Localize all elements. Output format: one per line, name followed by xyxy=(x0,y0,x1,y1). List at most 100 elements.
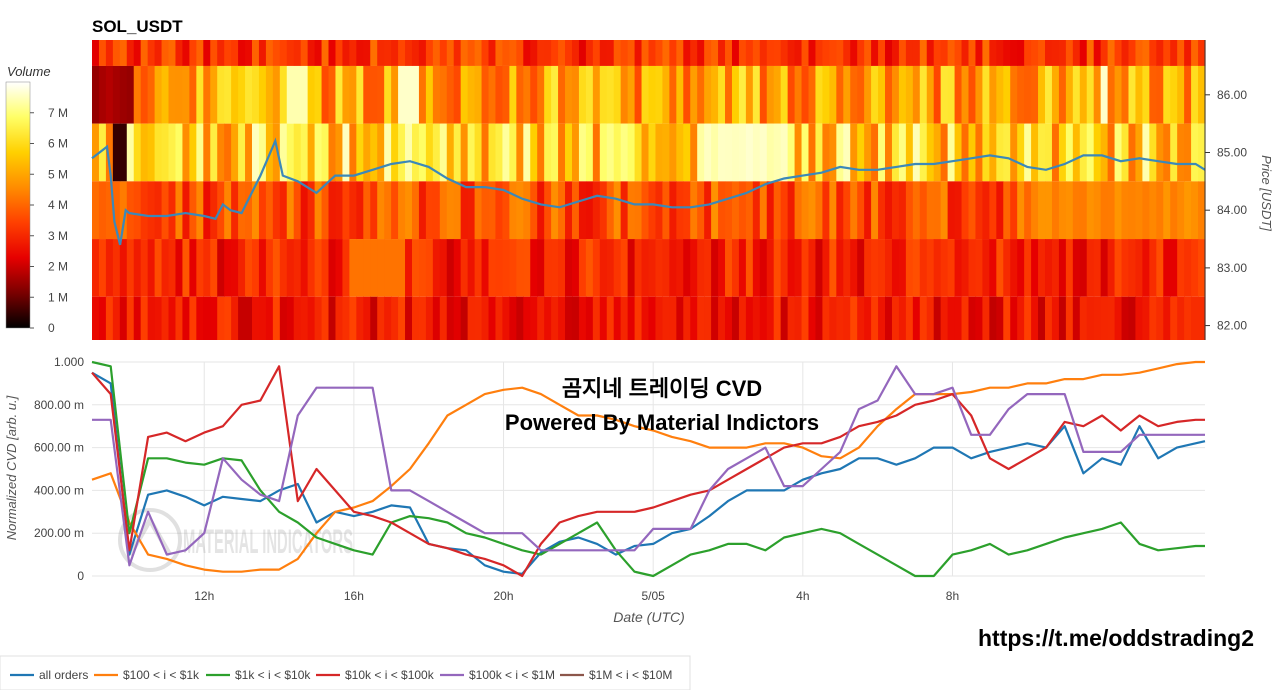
heatmap-cell xyxy=(495,181,504,240)
heatmap-cell xyxy=(558,65,566,124)
colorbar-tick-label: 7 M xyxy=(48,106,68,120)
heatmap-cell xyxy=(1184,296,1192,340)
legend-item[interactable]: all orders xyxy=(39,668,88,682)
heatmap-cell xyxy=(405,296,413,340)
heatmap-cell xyxy=(231,239,239,297)
heatmap-cell xyxy=(773,181,782,240)
heatmap-cell xyxy=(606,181,615,240)
heatmap-cell xyxy=(592,181,601,240)
heatmap-cell xyxy=(370,181,378,240)
heatmap-cell xyxy=(822,181,830,240)
heatmap-cell xyxy=(558,239,566,297)
heatmap-cell xyxy=(272,123,281,182)
heatmap-cell xyxy=(1135,296,1143,340)
heatmap-cell xyxy=(196,296,204,340)
heatmap-cell xyxy=(1017,181,1025,240)
heatmap-cell xyxy=(822,40,830,66)
heatmap-cell xyxy=(384,239,392,297)
legend-item[interactable]: $100k < i < $1M xyxy=(469,668,555,682)
heatmap-cell xyxy=(599,181,608,240)
heatmap-cell xyxy=(196,239,204,297)
heatmap-cell xyxy=(683,296,691,340)
heatmap-cell xyxy=(495,239,504,297)
heatmap-cell xyxy=(265,65,274,124)
heatmap-cell xyxy=(766,296,775,340)
heatmap-cell xyxy=(669,296,677,340)
heatmap-cell xyxy=(391,123,399,182)
heatmap-cell xyxy=(683,239,691,297)
heatmap-cell xyxy=(551,296,559,340)
heatmap-cell xyxy=(745,65,754,124)
heatmap-cell xyxy=(175,40,184,66)
heatmap-cell xyxy=(411,296,420,340)
heatmap-cell xyxy=(857,239,865,297)
heatmap-cell xyxy=(1045,65,1053,124)
heatmap-cell xyxy=(1114,65,1123,124)
heatmap-cell xyxy=(356,239,364,297)
heatmap-cell xyxy=(704,123,712,182)
heatmap-cell xyxy=(105,65,114,124)
heatmap-cell xyxy=(1170,123,1178,182)
heatmap-cell xyxy=(648,296,657,340)
heatmap-cell xyxy=(363,123,371,182)
heatmap-cell xyxy=(98,296,107,340)
heatmap-cell xyxy=(801,123,810,182)
heatmap-cell xyxy=(133,296,142,340)
heatmap-cell xyxy=(523,181,531,240)
heatmap-cell xyxy=(502,40,510,66)
heatmap-cell xyxy=(961,65,970,124)
heatmap-cell xyxy=(606,40,615,66)
heatmap-cell xyxy=(279,65,288,124)
heatmap-cell xyxy=(683,65,691,124)
heatmap-cell xyxy=(224,296,232,340)
heatmap-cell xyxy=(1024,40,1032,66)
heatmap-cell xyxy=(411,181,420,240)
heatmap-cell xyxy=(641,123,650,182)
heatmap-cell xyxy=(1079,239,1088,297)
heatmap-cell xyxy=(1184,40,1192,66)
heatmap-cell xyxy=(439,239,448,297)
heatmap-cell xyxy=(467,65,476,124)
heatmap-cell xyxy=(432,123,441,182)
heatmap-cell xyxy=(321,181,330,240)
heatmap-cell xyxy=(481,181,490,240)
legend-item[interactable]: $100 < i < $1k xyxy=(123,668,200,682)
heatmap-cell xyxy=(1156,296,1164,340)
heatmap-cell xyxy=(919,123,928,182)
heatmap-cell xyxy=(126,296,135,340)
heatmap-cell xyxy=(530,40,538,66)
telegram-link[interactable]: https://t.me/oddstrading2 xyxy=(978,625,1254,651)
heatmap-cell xyxy=(356,40,364,66)
heatmap-cell xyxy=(669,40,677,66)
heatmap-cell xyxy=(460,296,469,340)
heatmap-cell xyxy=(731,239,740,297)
heatmap-cell xyxy=(418,296,427,340)
heatmap-cell xyxy=(1177,123,1185,182)
heatmap-cell xyxy=(655,65,664,124)
colorbar-tick-label: 1 M xyxy=(48,290,68,304)
heatmap-cell xyxy=(613,239,622,297)
heatmap-cell xyxy=(745,40,754,66)
cvd-y-axis-ticks: 0 200.00 m 400.00 m 600.00 m 800.00 m 1.000 xyxy=(34,355,84,583)
heatmap-cell xyxy=(537,181,545,240)
heatmap-cell xyxy=(418,40,427,66)
heatmap-cell xyxy=(293,239,302,297)
legend-item[interactable]: $1k < i < $10k xyxy=(235,668,311,682)
heatmap-cell xyxy=(398,181,406,240)
heatmap-cell xyxy=(175,181,184,240)
cvd-y-tick-label: 800.00 m xyxy=(34,398,84,412)
heatmap-cell xyxy=(864,65,872,124)
heatmap-cell xyxy=(1114,123,1123,182)
heatmap-cell xyxy=(1142,239,1150,297)
heatmap-cell xyxy=(551,123,559,182)
heatmap-cell xyxy=(885,123,893,182)
legend-item[interactable]: $10k < i < $100k xyxy=(345,668,435,682)
legend-item[interactable]: $1M < i < $10M xyxy=(589,668,672,682)
heatmap-cell xyxy=(690,65,698,124)
heatmap-cell xyxy=(871,65,879,124)
heatmap-cell xyxy=(878,40,886,66)
heatmap-cell xyxy=(620,40,629,66)
heatmap-cell xyxy=(1045,123,1053,182)
heatmap-cell xyxy=(738,181,747,240)
heatmap-cell xyxy=(182,296,190,340)
